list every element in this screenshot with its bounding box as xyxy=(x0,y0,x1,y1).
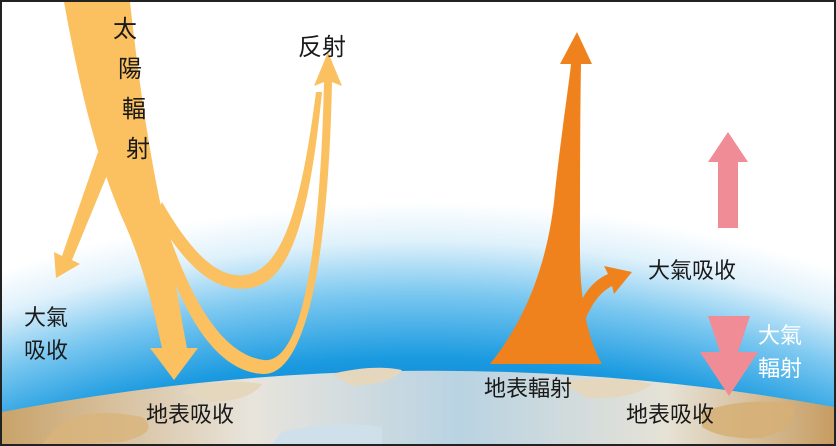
atmosphere-scatter-arrow xyxy=(54,152,110,278)
solar-radiation-char-4: 射 xyxy=(126,135,150,163)
surface-absorb-right-label: 地表吸收 xyxy=(626,403,715,428)
solar-radiation-arrow xyxy=(64,2,198,380)
surface-absorb-left-label: 地表吸收 xyxy=(146,403,235,428)
earth-surface xyxy=(2,367,834,444)
surface-radiation-label: 地表輻射 xyxy=(484,377,573,402)
solar-radiation-char-1: 太 xyxy=(113,15,137,43)
surface-radiation-arrow xyxy=(490,32,602,364)
reflection-arrow-outer xyxy=(144,52,342,374)
atmos-absorb-left-line-1: 大氣 xyxy=(24,306,69,331)
atmos-radiation-down-arrow xyxy=(700,316,758,396)
atmos-absorb-left-line-2: 吸收 xyxy=(24,339,69,364)
atmos-radiation-line-1: 大氣 xyxy=(758,324,803,349)
atmos-radiation-line-2: 輻射 xyxy=(758,357,803,382)
reflection-label: 反射 xyxy=(298,33,346,61)
solar-radiation-label: 太 陽 輻 射 xyxy=(100,14,150,174)
solar-radiation-char-3: 輻 xyxy=(122,95,146,123)
atmos-radiation-label: 大氣 輻射 xyxy=(758,320,802,386)
solar-radiation-char-2: 陽 xyxy=(118,55,142,83)
atmos-absorb-left-label: 大氣 吸收 xyxy=(24,302,68,368)
atmos-radiation-up-arrow xyxy=(708,132,748,228)
surface-radiation-branch-arrow xyxy=(576,266,632,318)
atmos-absorb-right-label: 大氣吸收 xyxy=(648,259,737,284)
